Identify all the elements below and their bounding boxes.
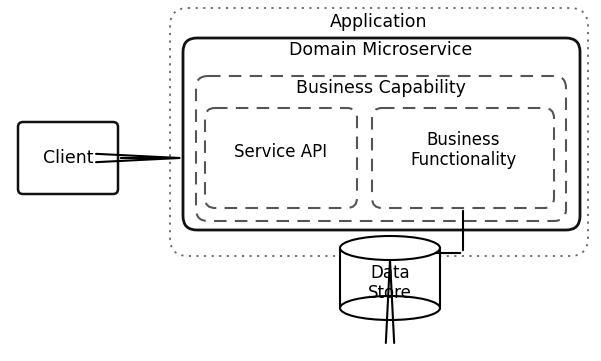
Text: Application: Application bbox=[331, 13, 428, 31]
Bar bbox=[340, 248, 440, 308]
Text: Business
Functionality: Business Functionality bbox=[410, 131, 516, 169]
Text: Data
Store: Data Store bbox=[368, 264, 412, 303]
FancyBboxPatch shape bbox=[372, 108, 554, 208]
Text: Client: Client bbox=[43, 149, 93, 167]
Text: Domain Microservice: Domain Microservice bbox=[289, 41, 472, 59]
Text: Service API: Service API bbox=[234, 143, 328, 161]
FancyBboxPatch shape bbox=[170, 8, 588, 256]
Ellipse shape bbox=[340, 236, 440, 260]
Ellipse shape bbox=[340, 296, 440, 320]
FancyBboxPatch shape bbox=[183, 38, 580, 230]
FancyBboxPatch shape bbox=[18, 122, 118, 194]
FancyBboxPatch shape bbox=[196, 76, 566, 221]
FancyBboxPatch shape bbox=[205, 108, 357, 208]
Text: Business Capability: Business Capability bbox=[296, 79, 466, 97]
